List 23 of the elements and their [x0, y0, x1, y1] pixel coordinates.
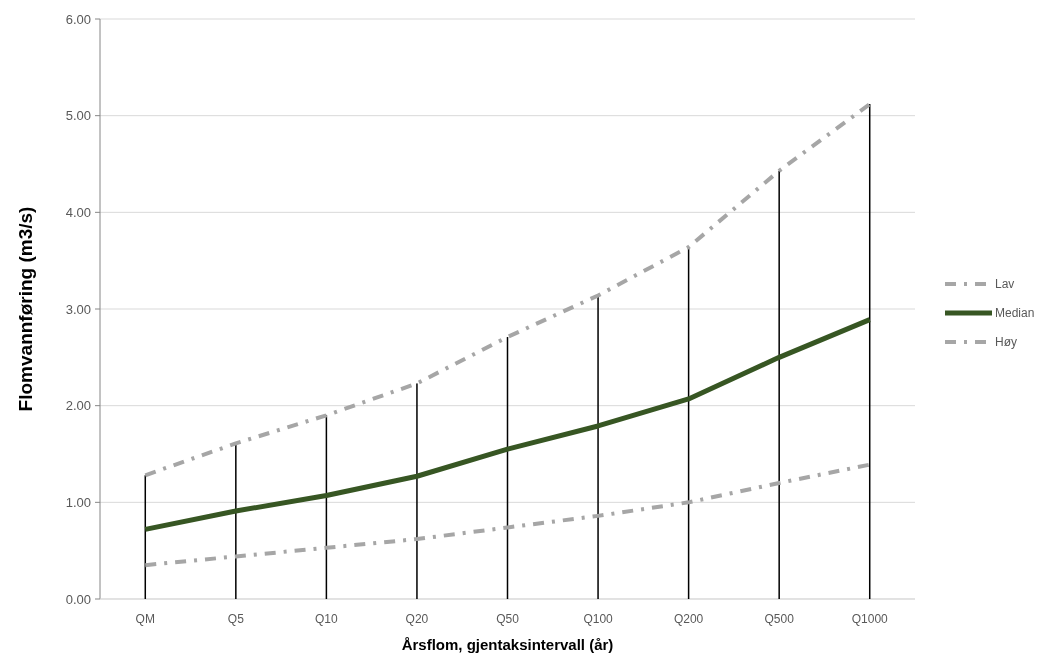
y-tick-label: 3.00 — [65, 301, 91, 317]
x-tick-label: Q20 — [405, 612, 429, 626]
line-series — [143, 462, 872, 568]
x-tick-label: Q50 — [496, 612, 520, 626]
legend-label: Median — [995, 306, 1035, 321]
y-tick-label: 2.00 — [65, 398, 91, 414]
y-tick-label: 0.00 — [65, 591, 91, 607]
x-axis-title: Årsflom, gjentaksintervall (år) — [401, 636, 614, 653]
line-series — [143, 102, 872, 478]
y-tick-label: 5.00 — [65, 108, 91, 124]
x-tick-label: Q1000 — [851, 612, 889, 626]
x-tick-label: Q200 — [673, 612, 704, 626]
y-tick-label: 4.00 — [65, 204, 91, 220]
y-axis-title: Flomvannføring (m3/s) — [15, 206, 36, 412]
legend-label: Lav — [995, 277, 1015, 292]
x-tick-label: Q5 — [227, 612, 245, 626]
x-tick-label: Q500 — [764, 612, 795, 626]
x-tick-label: Q10 — [315, 612, 339, 626]
y-tick-label: 1.00 — [65, 494, 91, 510]
legend-label: Høy — [995, 335, 1017, 350]
y-tick-label: 6.00 — [65, 11, 91, 27]
x-tick-label: Q100 — [583, 612, 614, 626]
x-tick-label: QM — [135, 612, 155, 626]
